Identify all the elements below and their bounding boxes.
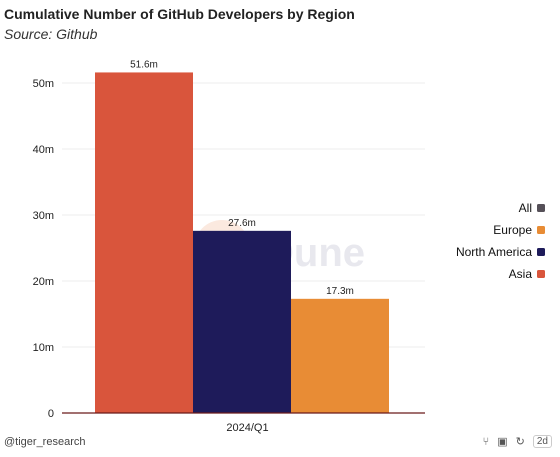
camera-icon[interactable]: ▣: [497, 436, 508, 448]
refresh-icon[interactable]: ↻: [515, 436, 525, 448]
y-tick-label: 30m: [33, 210, 54, 222]
legend-swatch: [537, 248, 545, 256]
legend-label: Asia: [509, 267, 533, 281]
chart-title: Cumulative Number of GitHub Developers b…: [4, 6, 355, 22]
legend-swatch: [537, 270, 545, 278]
footer-toolbar: ⑂ ▣ ↻ 2d: [483, 435, 552, 448]
y-tick-label: 40m: [33, 144, 54, 156]
author-handle: @tiger_research: [4, 436, 85, 448]
bar-europe: [291, 298, 389, 413]
y-tick-label: 0: [48, 408, 54, 420]
data-label: 27.6m: [228, 218, 256, 229]
legend-label: All: [519, 201, 532, 215]
y-tick-label: 20m: [33, 276, 54, 288]
chart-subtitle: Source: Github: [4, 26, 98, 42]
legend-label: Europe: [493, 223, 532, 237]
range-badge[interactable]: 2d: [532, 435, 552, 448]
range-label: 2d: [536, 436, 548, 447]
data-label: 51.6m: [130, 59, 158, 70]
bar-asia: [95, 72, 193, 413]
legend-swatch: [537, 204, 545, 212]
bar-north-america: [193, 230, 291, 413]
y-tick-label: 10m: [33, 342, 54, 354]
fork-icon[interactable]: ⑂: [482, 435, 490, 448]
legend-swatch: [537, 226, 545, 234]
y-tick-label: 50m: [33, 78, 54, 90]
x-tick-label: 2024/Q1: [226, 422, 268, 434]
data-label: 17.3m: [326, 286, 354, 297]
handle-text: @tiger_research: [4, 436, 86, 448]
legend-label: North America: [456, 245, 532, 259]
